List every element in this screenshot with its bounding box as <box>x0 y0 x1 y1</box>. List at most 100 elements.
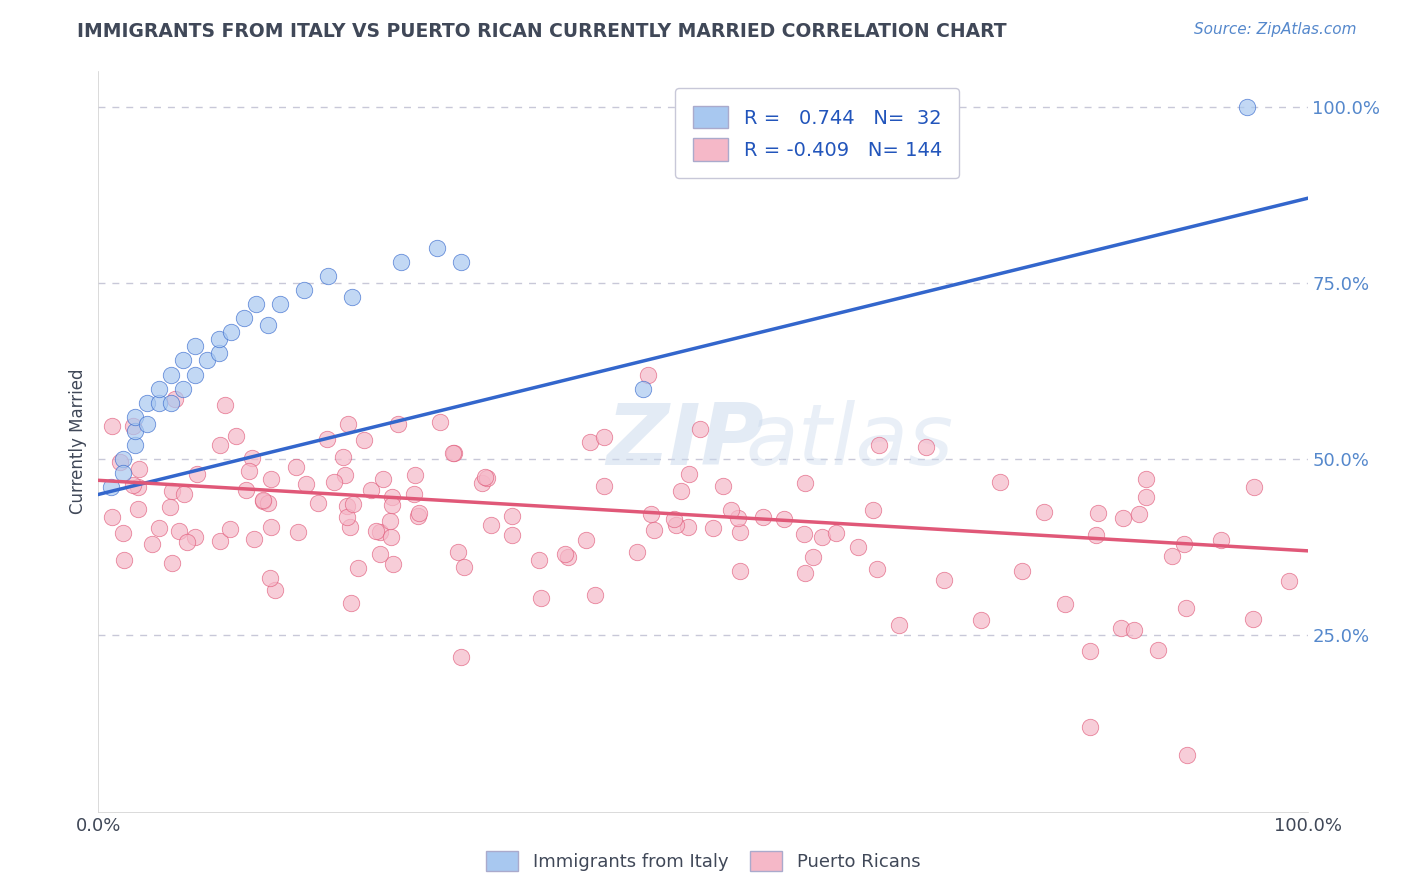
Point <box>243 533 266 547</box>
Point <box>294 476 316 491</box>
Point <box>862 503 884 517</box>
Point <box>259 571 281 585</box>
Point <box>389 254 412 268</box>
Point <box>186 467 208 481</box>
Point <box>865 561 887 575</box>
Point <box>172 382 194 396</box>
Point <box>381 498 404 512</box>
Point <box>728 564 751 578</box>
Point <box>225 429 247 443</box>
Point <box>148 396 170 410</box>
Legend: Immigrants from Italy, Puerto Ricans: Immigrants from Italy, Puerto Ricans <box>478 844 928 879</box>
Point <box>235 483 257 497</box>
Point <box>339 519 361 533</box>
Point <box>322 475 344 489</box>
Point <box>346 561 368 575</box>
Point <box>1278 574 1301 588</box>
Point <box>336 510 359 524</box>
Text: ZIP: ZIP <box>606 400 763 483</box>
Point <box>148 382 170 396</box>
Point <box>1241 612 1264 626</box>
Point <box>366 524 388 539</box>
Point <box>269 297 291 311</box>
Point <box>868 438 890 452</box>
Point <box>336 417 359 432</box>
Point <box>794 475 817 490</box>
Point <box>752 510 775 524</box>
Point <box>135 417 157 431</box>
Point <box>148 521 170 535</box>
Point <box>664 512 686 526</box>
Point <box>360 483 382 497</box>
Point <box>260 472 283 486</box>
Point <box>530 591 553 605</box>
Point <box>368 547 391 561</box>
Legend: R =   0.744   N=  32, R = -0.409   N= 144: R = 0.744 N= 32, R = -0.409 N= 144 <box>675 88 959 178</box>
Point <box>1123 623 1146 637</box>
Point <box>643 523 665 537</box>
Point <box>368 524 391 539</box>
Point <box>1243 480 1265 494</box>
Point <box>342 290 364 304</box>
Point <box>111 525 134 540</box>
Point <box>501 508 523 523</box>
Point <box>474 469 496 483</box>
Point <box>111 452 134 467</box>
Point <box>184 339 207 353</box>
Point <box>501 528 523 542</box>
Point <box>1011 564 1033 578</box>
Point <box>135 396 157 410</box>
Point <box>141 537 163 551</box>
Point <box>626 545 648 559</box>
Point <box>342 497 364 511</box>
Point <box>471 475 494 490</box>
Point <box>1209 533 1232 548</box>
Point <box>404 487 426 501</box>
Point <box>184 368 207 382</box>
Point <box>160 556 183 570</box>
Point <box>554 547 576 561</box>
Point <box>702 520 724 534</box>
Point <box>214 399 236 413</box>
Point <box>335 499 357 513</box>
Point <box>160 483 183 498</box>
Point <box>307 495 329 509</box>
Point <box>1161 549 1184 564</box>
Point <box>1175 748 1198 763</box>
Point <box>665 518 688 533</box>
Point <box>124 424 146 438</box>
Point <box>1173 537 1195 551</box>
Point <box>579 435 602 450</box>
Point <box>441 446 464 460</box>
Point <box>380 514 402 528</box>
Point <box>678 467 700 482</box>
Point <box>101 419 124 434</box>
Point <box>557 550 579 565</box>
Point <box>195 353 218 368</box>
Point <box>124 438 146 452</box>
Point <box>887 617 910 632</box>
Point <box>1033 505 1056 519</box>
Point <box>332 450 354 465</box>
Point <box>176 534 198 549</box>
Point <box>252 493 274 508</box>
Point <box>711 478 734 492</box>
Point <box>160 396 183 410</box>
Point <box>426 241 449 255</box>
Point <box>260 520 283 534</box>
Point <box>689 422 711 436</box>
Point <box>316 432 339 446</box>
Point <box>794 566 817 581</box>
Point <box>720 503 742 517</box>
Point <box>173 487 195 501</box>
Point <box>728 524 751 539</box>
Point <box>112 553 135 567</box>
Point <box>631 382 654 396</box>
Point <box>340 597 363 611</box>
Point <box>232 311 254 326</box>
Point <box>371 472 394 486</box>
Point <box>1236 100 1258 114</box>
Point <box>160 368 183 382</box>
Point <box>101 510 124 524</box>
Point <box>583 588 606 602</box>
